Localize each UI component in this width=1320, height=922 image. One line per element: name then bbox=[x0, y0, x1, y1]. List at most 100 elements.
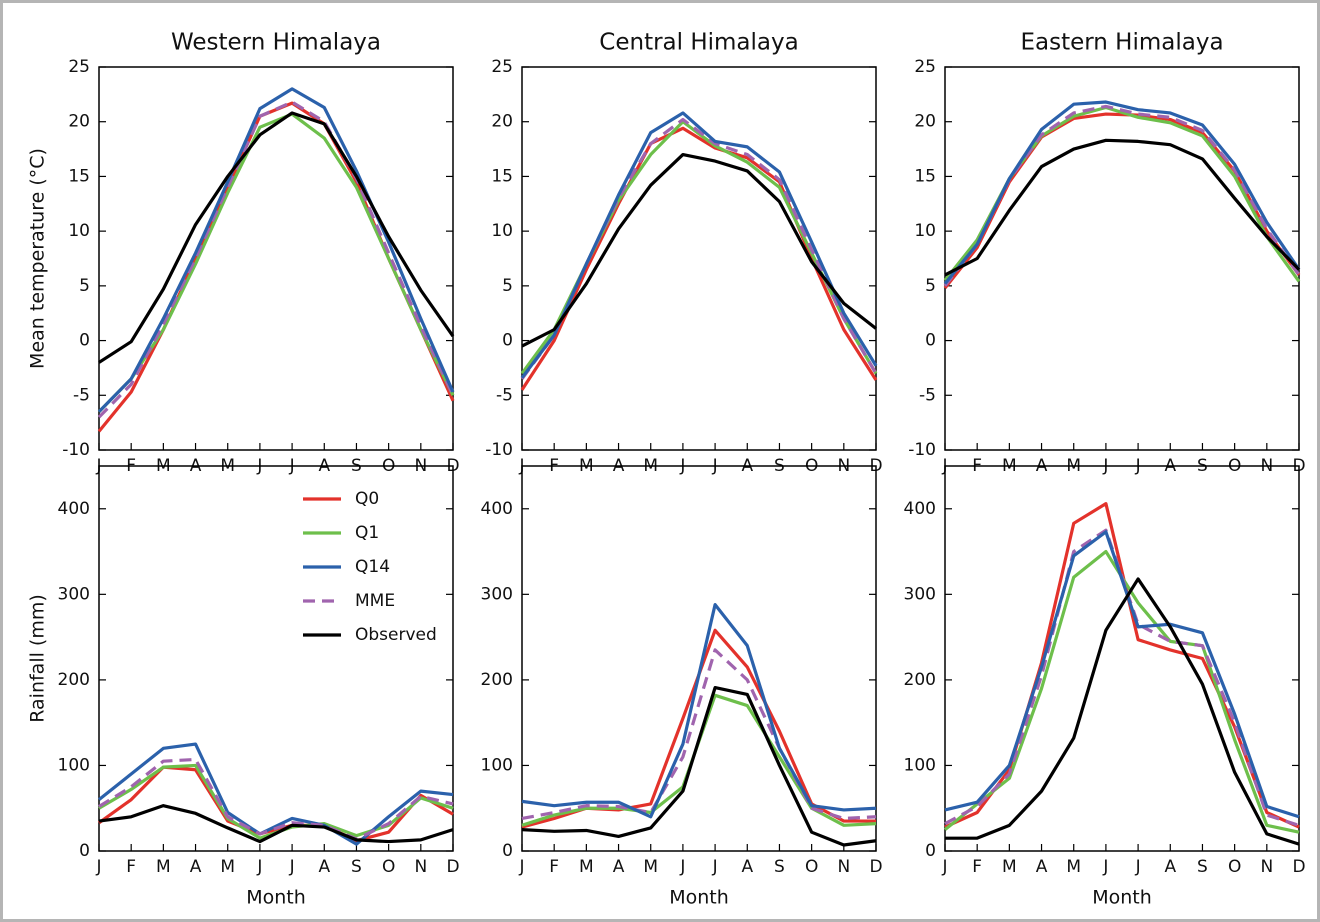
x-tick-label: J bbox=[941, 857, 947, 877]
y-tick-label: 25 bbox=[491, 57, 513, 77]
x-tick-label: A bbox=[1164, 857, 1176, 877]
x-tick-label: O bbox=[1228, 857, 1241, 877]
y-tick-label: 10 bbox=[914, 221, 936, 241]
y-tick-label: 20 bbox=[914, 112, 936, 132]
x-tick-label: D bbox=[1292, 857, 1305, 877]
plot-area bbox=[521, 465, 877, 852]
series-line bbox=[943, 100, 1301, 285]
x-tick-label: J bbox=[95, 857, 101, 877]
series-line bbox=[98, 111, 455, 364]
legend-label: Observed bbox=[355, 625, 437, 645]
plot-area bbox=[944, 465, 1300, 852]
y-tick-label: 5 bbox=[925, 276, 936, 296]
series-line bbox=[520, 111, 878, 379]
x-tick-label: A bbox=[741, 857, 753, 877]
panel-title: Eastern Himalaya bbox=[1020, 30, 1223, 56]
x-tick-label: S bbox=[1197, 857, 1208, 877]
x-tick-label: O bbox=[805, 857, 818, 877]
x-tick-label: M bbox=[220, 857, 235, 877]
y-tick-label: -10 bbox=[62, 440, 90, 460]
x-tick-label: J bbox=[1135, 857, 1141, 877]
x-tick-label: F bbox=[126, 857, 136, 877]
y-tick-label: 15 bbox=[491, 166, 513, 186]
x-tick-label: J bbox=[679, 857, 685, 877]
y-tick-label: -5 bbox=[919, 385, 936, 405]
series-line bbox=[944, 138, 1301, 277]
y-axis-label: Mean temperature (°C) bbox=[27, 148, 49, 369]
series-line bbox=[98, 742, 454, 846]
y-tick-label: 20 bbox=[68, 112, 90, 132]
x-tick-label: M bbox=[643, 857, 658, 877]
y-tick-label: 0 bbox=[502, 331, 513, 351]
series-line bbox=[521, 602, 877, 819]
y-tick-label: 200 bbox=[904, 670, 936, 690]
x-tick-label: N bbox=[1260, 857, 1273, 877]
panel-title: Western Himalaya bbox=[171, 30, 381, 56]
y-tick-label: 300 bbox=[481, 584, 513, 604]
y-tick-label: 200 bbox=[481, 670, 513, 690]
x-tick-label: S bbox=[351, 857, 362, 877]
y-axis-label: Rainfall (mm) bbox=[27, 594, 49, 723]
series-line bbox=[521, 152, 877, 348]
y-tick-label: 400 bbox=[58, 499, 90, 519]
y-tick-label: 10 bbox=[491, 221, 513, 241]
y-tick-label: 100 bbox=[481, 755, 513, 775]
y-tick-label: -5 bbox=[496, 385, 513, 405]
series-line bbox=[521, 648, 877, 821]
y-tick-label: 20 bbox=[491, 112, 513, 132]
y-tick-label: 0 bbox=[502, 841, 513, 861]
panel-title: Central Himalaya bbox=[599, 30, 798, 56]
y-tick-label: 15 bbox=[914, 166, 936, 186]
x-tick-label: J bbox=[289, 857, 295, 877]
x-tick-label: F bbox=[549, 857, 559, 877]
x-tick-label: O bbox=[382, 857, 395, 877]
series-line bbox=[98, 804, 454, 844]
x-tick-label: M bbox=[579, 857, 594, 877]
y-tick-label: 15 bbox=[68, 166, 90, 186]
x-tick-label: D bbox=[446, 857, 459, 877]
y-tick-label: 10 bbox=[68, 221, 90, 241]
y-tick-label: 25 bbox=[914, 57, 936, 77]
x-tick-label: N bbox=[414, 857, 427, 877]
y-tick-label: -10 bbox=[908, 440, 936, 460]
x-axis-label: Month bbox=[669, 887, 729, 909]
x-tick-label: J bbox=[256, 857, 262, 877]
x-tick-label: J bbox=[1102, 857, 1108, 877]
plot-area bbox=[98, 465, 454, 852]
y-tick-label: 200 bbox=[58, 670, 90, 690]
plot-area bbox=[98, 66, 454, 451]
x-tick-label: N bbox=[837, 857, 850, 877]
y-tick-label: 0 bbox=[925, 331, 936, 351]
series-line bbox=[521, 685, 877, 847]
plot-area bbox=[944, 66, 1300, 451]
x-tick-label: A bbox=[190, 857, 202, 877]
y-tick-label: -5 bbox=[73, 385, 90, 405]
y-tick-label: 0 bbox=[79, 841, 90, 861]
y-tick-label: 300 bbox=[58, 584, 90, 604]
y-tick-label: 300 bbox=[904, 584, 936, 604]
x-axis-label: Month bbox=[1092, 887, 1152, 909]
x-axis-label: Month bbox=[246, 887, 306, 909]
series-line bbox=[97, 100, 455, 419]
y-tick-label: 400 bbox=[904, 499, 936, 519]
y-tick-label: 0 bbox=[925, 841, 936, 861]
plot-area bbox=[521, 66, 877, 451]
x-tick-label: M bbox=[1002, 857, 1017, 877]
x-tick-label: F bbox=[972, 857, 982, 877]
series-line bbox=[944, 502, 1300, 829]
y-tick-label: -10 bbox=[485, 440, 513, 460]
x-tick-label: A bbox=[613, 857, 625, 877]
legend-label: Q1 bbox=[355, 523, 379, 543]
series-line bbox=[945, 577, 1300, 846]
x-tick-label: M bbox=[156, 857, 171, 877]
series-line bbox=[944, 530, 1300, 819]
y-tick-label: 5 bbox=[502, 276, 513, 296]
x-tick-label: A bbox=[1036, 857, 1048, 877]
series-line bbox=[943, 104, 1301, 287]
y-tick-label: 0 bbox=[79, 331, 90, 351]
series-line bbox=[98, 757, 454, 841]
legend-label: Q0 bbox=[355, 489, 379, 509]
